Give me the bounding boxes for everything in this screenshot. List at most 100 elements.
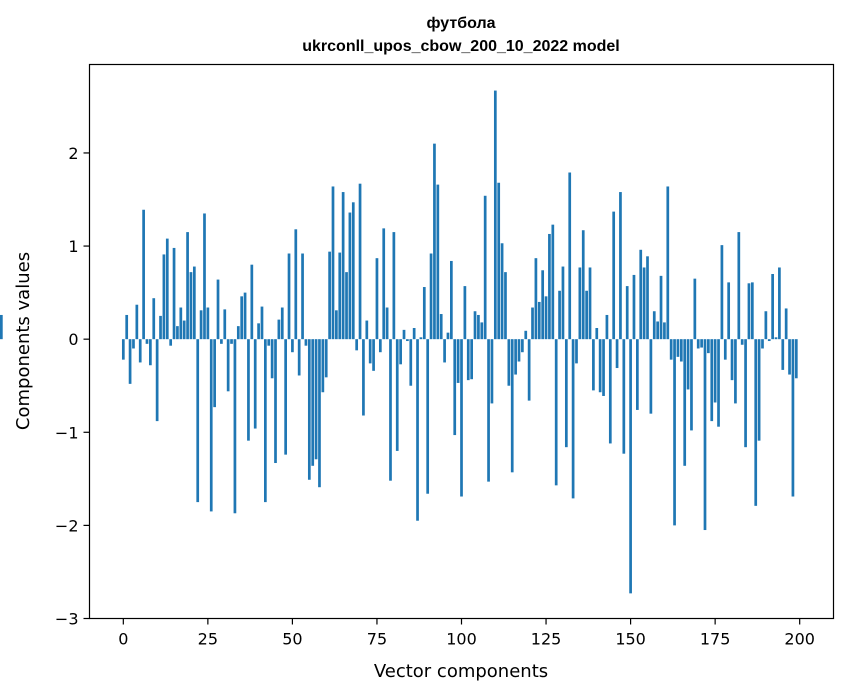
bar-122 [534,258,538,340]
bar-106 [480,322,484,340]
bar-50 [291,339,294,353]
bar-53 [301,253,304,340]
bar-160 [663,322,666,340]
bar-188 [757,339,761,441]
bar-131 [564,339,568,448]
bar-18 [182,320,186,340]
plot-frame [88,63,835,620]
y-tick-label: −2 [55,516,79,535]
bar-9 [152,298,156,340]
bar-11 [159,315,162,340]
bar-178 [723,339,727,360]
bar-109 [490,339,494,404]
bar-81 [395,339,399,451]
bar-148 [622,339,626,454]
bar-115 [510,339,514,473]
bar-199 [794,339,798,379]
bar-168 [690,339,693,431]
bar-114 [507,339,511,386]
bar-182 [737,232,741,340]
bar-173 [707,339,710,354]
bar-108 [487,339,490,482]
bar-13 [165,238,169,340]
bar-27 [213,339,216,408]
bar-95 [443,339,446,363]
bar-6 [142,209,145,340]
x-axis-ticks: 0 25 50 75 100 125 150 175 200 [118,618,815,649]
bar-136 [581,230,585,340]
bar-193 [774,337,778,340]
bar-139 [592,339,595,391]
bar-137 [585,290,588,340]
bar-191 [767,339,771,342]
bar-42 [264,339,267,503]
bar-55 [307,339,311,480]
bar-68 [351,202,355,340]
bar-92 [433,143,436,340]
bar-145 [612,211,616,340]
bar-151 [632,274,636,340]
x-tick-label: 25 [198,630,218,649]
bar-17 [179,307,183,340]
bar-12 [162,254,166,340]
bar-45 [274,339,277,464]
bar-99 [456,339,460,383]
bar-141 [598,339,602,393]
bar-85 [409,339,413,386]
bar-169 [693,278,697,340]
bar-59 [321,339,325,393]
y-tick-label: −3 [55,610,79,629]
bar-5 [138,339,142,363]
bar-128 [554,339,558,486]
bar-105 [477,314,480,340]
bar-174 [710,339,714,422]
bar-71 [362,339,365,416]
bar-190 [764,311,768,340]
bar-127 [551,224,555,340]
bar-33 [233,339,237,514]
bar-118 [521,339,524,353]
bar-26 [209,339,213,512]
bar-113 [504,272,507,340]
bar-100 [460,339,463,497]
bar-102 [466,339,470,381]
bar-82 [399,339,402,365]
bar-111 [497,182,501,340]
bar-124 [541,270,545,340]
bar-30 [223,309,227,340]
bar-189 [761,339,764,349]
x-tick-label: 0 [118,630,128,649]
bar-142 [602,339,605,396]
bar-96 [446,332,450,340]
bar-171 [700,339,703,348]
bar-89 [422,287,426,340]
bar-179 [727,282,731,340]
bar-177 [720,245,724,340]
bar-153 [639,249,643,340]
bar-0 [121,339,125,360]
bar-31 [226,339,230,392]
bar-28 [216,279,220,340]
bar-74 [372,339,375,371]
bar-119 [524,330,528,340]
bar-112 [500,243,504,340]
bar-175 [713,339,717,403]
bar-135 [578,267,582,340]
bar-86 [412,328,416,340]
bar-170 [696,339,700,349]
bar-133 [571,339,575,499]
bar-44 [270,339,274,379]
bar-23 [199,310,203,340]
bar-134 [575,339,578,364]
x-tick-label: 75 [367,630,387,649]
bar-40 [257,323,260,340]
bar-116 [514,339,517,375]
bar-185 [747,283,751,340]
bar-32 [230,339,233,344]
bar-60 [324,339,328,378]
chart-title-line-1: футбола [426,15,495,32]
bar-87 [416,339,419,521]
bar-3 [132,339,135,349]
bar-123 [537,301,541,340]
bar-88 [419,337,423,340]
